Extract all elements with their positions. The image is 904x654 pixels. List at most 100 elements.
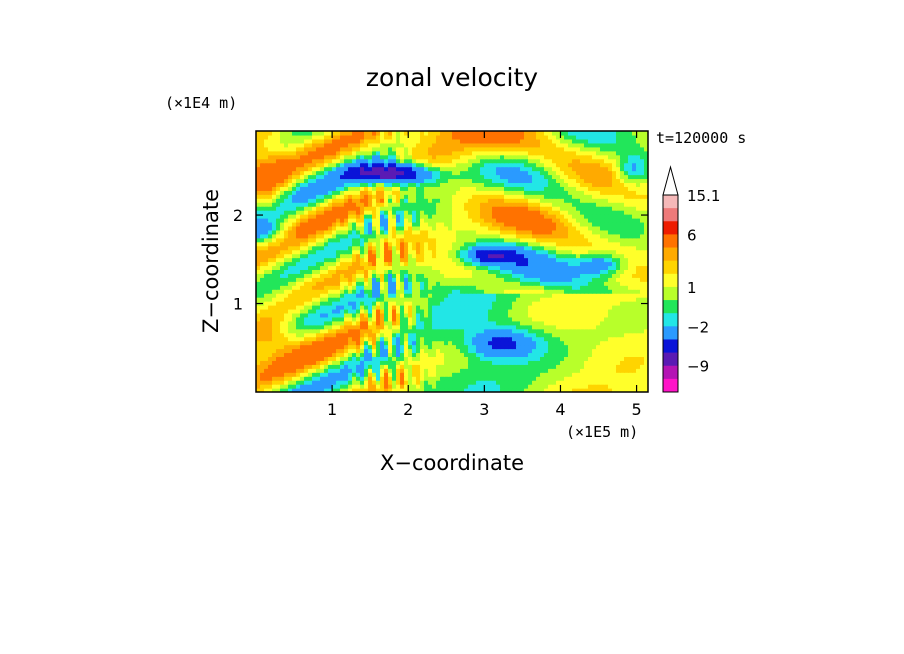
field-cell — [464, 308, 469, 314]
field-cell — [508, 261, 513, 267]
field-cell — [348, 368, 353, 373]
field-cell — [300, 218, 305, 223]
field-cell — [308, 233, 313, 239]
field-cell — [404, 265, 409, 270]
field-cell — [332, 237, 337, 243]
field-cell — [496, 368, 501, 373]
field-cell — [408, 277, 413, 282]
field-cell — [440, 198, 445, 203]
field-cell — [500, 308, 505, 314]
field-cell — [436, 376, 441, 381]
field-cell — [404, 194, 409, 199]
field-cell — [332, 233, 337, 239]
field-cell — [308, 289, 313, 294]
field-cell — [532, 356, 537, 361]
field-cell — [480, 261, 485, 267]
field-cell — [404, 214, 409, 219]
field-cell — [268, 265, 273, 270]
field-cell — [460, 380, 465, 385]
field-cell — [544, 198, 549, 203]
field-cell — [564, 305, 569, 310]
field-cell — [600, 344, 605, 350]
field-cell — [600, 368, 605, 373]
field-cell — [612, 281, 617, 286]
field-cell — [456, 257, 461, 263]
field-cell — [512, 364, 517, 369]
field-cell — [628, 237, 633, 243]
field-cell — [468, 380, 473, 385]
field-cell — [536, 344, 541, 350]
field-cell — [336, 261, 341, 267]
field-cell — [512, 348, 517, 354]
field-cell — [360, 312, 365, 318]
field-cell — [548, 206, 553, 211]
field-cell — [536, 289, 541, 294]
field-cell — [536, 336, 541, 342]
field-cell — [388, 202, 393, 207]
field-cell — [608, 380, 613, 385]
field-cell — [348, 352, 353, 357]
field-cell — [632, 190, 637, 195]
field-cell — [436, 249, 441, 255]
field-cell — [496, 214, 501, 219]
field-cell — [456, 297, 461, 302]
field-cell — [504, 308, 509, 314]
field-cell — [308, 297, 313, 302]
field-cell — [340, 221, 345, 227]
field-cell — [300, 261, 305, 267]
field-cell — [580, 229, 585, 235]
field-cell — [520, 368, 525, 373]
field-cell — [612, 202, 617, 207]
field-cell — [544, 336, 549, 342]
field-cell — [584, 293, 589, 298]
field-cell — [312, 289, 317, 294]
field-cell — [532, 320, 537, 326]
field-cell — [280, 277, 285, 282]
field-cell — [436, 190, 441, 195]
field-cell — [456, 289, 461, 294]
field-cell — [344, 360, 349, 365]
field-cell — [332, 190, 337, 195]
field-cell — [444, 312, 449, 318]
field-cell — [640, 221, 645, 227]
field-cell — [408, 320, 413, 326]
field-cell — [408, 308, 413, 314]
field-cell — [340, 388, 345, 392]
field-cell — [476, 289, 481, 294]
field-cell — [528, 340, 533, 346]
field-cell — [576, 261, 581, 267]
field-cell — [288, 348, 293, 354]
field-cell — [588, 206, 593, 211]
field-cell — [528, 225, 533, 231]
field-cell — [356, 249, 361, 255]
field-cell — [452, 301, 457, 306]
field-cell — [400, 265, 405, 270]
field-cell — [256, 348, 261, 354]
field-cell — [480, 253, 485, 259]
field-cell — [520, 372, 525, 377]
field-cell — [436, 218, 441, 223]
field-cell — [452, 218, 457, 223]
field-cell — [392, 221, 397, 227]
field-cell — [628, 285, 633, 290]
field-cell — [468, 324, 473, 330]
field-cell — [340, 269, 345, 274]
field-cell — [628, 360, 633, 365]
field-cell — [572, 265, 577, 270]
field-cell — [408, 328, 413, 334]
field-cell — [576, 340, 581, 346]
field-cell — [492, 332, 497, 338]
field-cell — [420, 265, 425, 270]
field-cell — [540, 265, 545, 270]
field-cell — [524, 348, 529, 354]
field-cell — [592, 257, 597, 263]
field-cell — [328, 265, 333, 270]
field-cell — [600, 332, 605, 338]
field-cell — [436, 308, 441, 314]
field-cell — [380, 364, 385, 369]
field-cell — [536, 233, 541, 239]
field-cell — [532, 336, 537, 342]
field-cell — [424, 364, 429, 369]
field-cell — [636, 360, 641, 365]
field-cell — [364, 324, 369, 330]
